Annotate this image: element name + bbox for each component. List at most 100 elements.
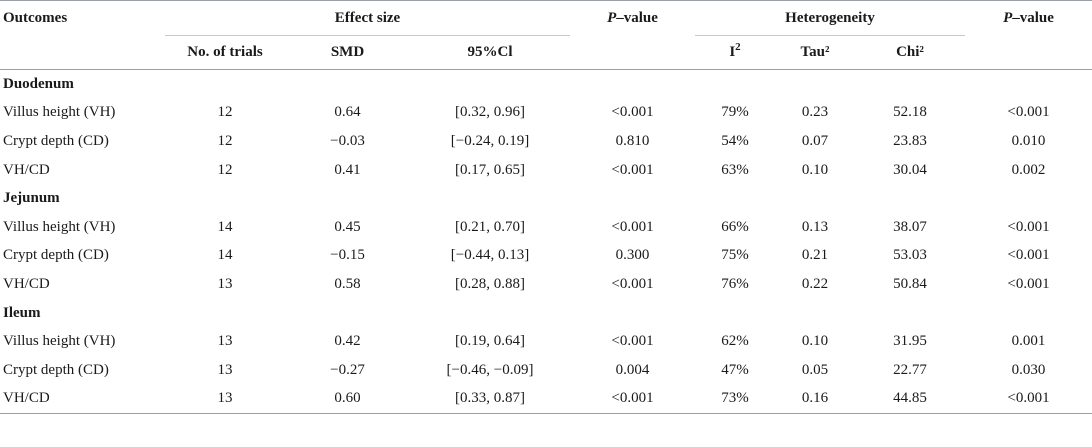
tau2-cell: 0.05 [801,361,829,378]
i2-cell: 76% [721,275,749,292]
trials-cell: 13 [217,333,233,350]
tau2-cell: 0.10 [801,161,829,178]
p-value-cell: 0.810 [615,132,650,149]
chi2-cell: 30.04 [893,161,927,178]
p-value-header-rest: –value [616,9,658,26]
tau2-cell: 0.16 [775,384,855,415]
p-value-cell: <0.001 [611,104,654,121]
chi2-cell: 38.07 [893,218,927,235]
p-het-cell: 0.030 [1011,361,1046,378]
smd-cell: −0.15 [330,247,365,264]
tau2-cell: 0.13 [801,218,829,235]
trials-cell: 13 [165,384,285,415]
outcome-cell: VH/CD [3,275,50,292]
i2-cell: 63% [721,161,749,178]
i2-base: I [729,44,736,60]
heterogeneity-header: Heterogeneity [695,0,966,36]
chi2-header: Chi² [855,35,966,70]
p-value-header-italic: P [607,9,617,26]
smd-cell: 0.41 [334,161,361,178]
smd-cell: −0.03 [330,132,365,149]
p-het-cell: <0.001 [965,384,1092,415]
ci-cell: [0.33, 0.87] [410,384,570,415]
section-heading: Duodenum [3,75,74,92]
p-value-het-header: P–value [965,1,1092,36]
tau2-header: Tau² [775,35,855,70]
section-row: Jejunum [0,184,1092,213]
ci-cell: [0.32, 0.96] [455,104,525,121]
table-row: Villus height (VH) 12 0.64 [0.32, 0.96] <0.0… [0,99,1092,128]
p-value-cell: <0.001 [570,384,695,415]
chi2-cell: 22.77 [893,361,927,378]
smd-cell: 0.60 [285,384,410,415]
p-value-cell: 0.300 [615,247,650,264]
chi2-cell: 52.18 [893,104,927,121]
trials-cell: 13 [217,275,233,292]
ci-header: 95%Cl [410,35,570,70]
tau2-cell: 0.21 [801,247,829,264]
p-het-cell: <0.001 [1007,247,1050,264]
table-row: Villus height (VH) 13 0.42 [0.19, 0.64] <0.0… [0,327,1092,356]
table-row: Crypt depth (CD) 14 −0.15 [−0.44, 0.13] 0.30… [0,242,1092,271]
p-het-cell: <0.001 [1007,275,1050,292]
trials-cell: 12 [217,104,233,121]
i2-cell: 47% [721,361,749,378]
trials-cell: 14 [217,218,233,235]
i2-cell: 54% [721,132,749,149]
table-row: VH/CD 13 0.58 [0.28, 0.88] <0.001 76% 0.22 50.8… [0,270,1092,299]
chi2-cell: 44.85 [855,384,966,415]
i2-cell: 79% [721,104,749,121]
ci-cell: [0.28, 0.88] [455,275,525,292]
trials-cell: 12 [217,161,233,178]
ci-cell: [−0.24, 0.19] [450,132,530,149]
outcome-cell: VH/CD [0,384,165,415]
outcome-cell: Villus height (VH) [3,218,116,235]
trials-cell: 14 [217,247,233,264]
outcome-cell: Crypt depth (CD) [3,361,109,378]
outcomes-header: Outcomes [3,9,68,26]
section-heading: Jejunum [3,190,60,207]
p-value-het-header-rest: –value [1012,9,1054,26]
smd-header: SMD [285,35,410,70]
outcome-cell: Villus height (VH) [3,333,116,350]
outcome-cell: Crypt depth (CD) [3,247,109,264]
i2-cell: 75% [721,247,749,264]
ci-cell: [0.21, 0.70] [455,218,525,235]
results-table: Outcomes Effect size P–value Heterogenei… [0,0,1092,415]
table-row: Villus height (VH) 14 0.45 [0.21, 0.70] <0.0… [0,213,1092,242]
i2-cell: 62% [721,333,749,350]
p-het-cell: 0.002 [1011,161,1046,178]
i2-cell: 66% [721,218,749,235]
p-het-cell: <0.001 [1007,218,1050,235]
tau2-cell: 0.22 [801,275,829,292]
section-row: Ileum [0,299,1092,328]
ci-cell: [0.17, 0.65] [455,161,525,178]
p-value-cell: <0.001 [611,161,654,178]
blank-header-3 [965,35,1092,70]
p-value-cell: <0.001 [611,275,654,292]
p-value-cell: <0.001 [611,333,654,350]
table-row: VH/CD 13 0.60 [0.33, 0.87] <0.001 73% 0.16 44.8… [0,384,1092,415]
smd-cell: 0.64 [334,104,361,121]
header-row-1: Outcomes Effect size P–value Heterogenei… [0,0,1092,36]
p-value-header: P–value [570,1,695,36]
ci-cell: [−0.46, −0.09] [446,361,534,378]
smd-cell: −0.27 [330,361,365,378]
p-het-cell: <0.001 [1007,104,1050,121]
effect-size-header: Effect size [165,0,570,36]
p-het-cell: 0.010 [1011,132,1046,149]
blank-header [0,35,165,70]
outcome-cell: Villus height (VH) [3,104,116,121]
p-value-cell: 0.004 [615,361,650,378]
blank-header-2 [570,35,695,70]
chi2-cell: 31.95 [893,333,927,350]
chi2-cell: 50.84 [893,275,927,292]
tau2-cell: 0.23 [801,104,829,121]
section-heading: Ileum [3,304,41,321]
section-row: Duodenum [0,70,1092,99]
p-value-cell: <0.001 [611,218,654,235]
p-value-het-header-italic: P [1003,9,1013,26]
outcome-cell: VH/CD [3,161,50,178]
ci-cell: [0.19, 0.64] [455,333,525,350]
i2-header: I2 [695,35,775,70]
